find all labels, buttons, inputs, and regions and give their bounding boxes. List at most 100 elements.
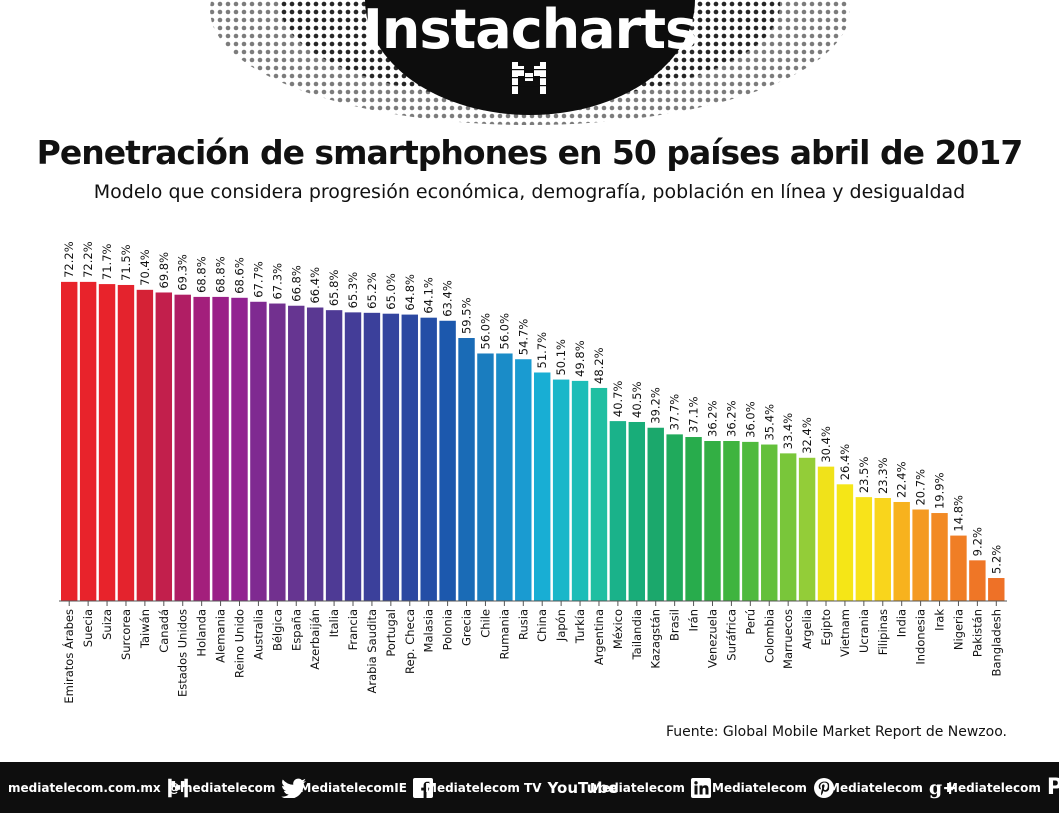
category-label: España [289,609,303,651]
category-label: Estados Unidos [176,609,190,697]
data-label: 71.7% [100,243,114,280]
bar [98,284,116,601]
category-label: Argentina [592,609,606,665]
footer-linkedin-label: Mediatelecom [590,780,685,795]
category-label: Turkía [573,609,587,644]
category-label: Holanda [195,609,209,657]
bar [931,513,948,601]
data-label: 68.8% [195,256,209,293]
data-label: 65.8% [327,270,341,307]
bar [325,310,343,601]
bar [174,294,191,601]
periscope-icon: P [1046,775,1059,800]
category-label: Suiza [100,609,114,640]
bar [269,303,286,601]
data-label: 66.4% [308,267,322,304]
data-label: 69.3% [176,254,190,291]
bar [344,312,362,601]
bar [912,509,929,601]
facebook-icon [412,777,433,798]
category-label: Taiwán [138,609,152,649]
footer-twitter-label: @mediatelecom [168,780,276,795]
bar [988,578,1005,601]
source-note: Fuente: Global Mobile Market Report de N… [665,724,1007,740]
footer-periscope-label: Mediatelecom [946,780,1041,795]
category-label: Nigeria [951,609,965,650]
footer-bar: mediatelecom.com.mx @mediatelecom /Media… [0,762,1059,813]
m-logo-icon [510,62,548,94]
bar [893,501,910,601]
footer-periscope[interactable]: Mediatelecom P [946,762,1059,813]
data-label: 65.2% [365,272,379,309]
category-label: Arabia Saudita [365,609,379,694]
bar [363,312,381,601]
bar [590,387,608,601]
pinterest-icon [813,777,835,799]
data-label: 69.8% [157,252,171,289]
data-label: 49.8% [573,340,587,377]
bar [288,305,305,601]
data-label: 40.5% [630,381,644,418]
category-label: Indonesia [914,609,928,665]
data-label: 30.4% [819,426,833,463]
twitter-icon [281,778,307,798]
footer-pinterest[interactable]: Mediatelecom [712,762,835,813]
category-label: Egipto [819,609,833,646]
bar [798,457,816,601]
footer-website[interactable]: mediatelecom.com.mx [8,762,189,813]
m-logo-icon [167,777,189,799]
data-label: 22.4% [895,461,909,498]
category-label: Emiratos Árabes [61,609,76,704]
footer-youtube[interactable]: Mediatelecom TV YouTube [425,762,619,813]
category-label: Rumania [497,609,511,660]
bar [609,421,627,601]
bar [212,296,229,601]
data-label: 23.5% [857,457,871,494]
category-label: Colombia [762,609,776,663]
category-label: India [895,609,909,637]
category-label: Tailandia [630,609,644,660]
header-halftone-background [210,0,850,125]
linkedin-icon [690,777,711,798]
bar [496,353,513,601]
bar [458,338,475,601]
category-label: Reino Unido [232,609,246,678]
footer-facebook[interactable]: /MediatelecomIE [295,762,433,813]
bar [136,289,154,601]
category-label: Filipinas [876,609,890,655]
bar [155,292,173,601]
data-label: 40.7% [611,381,625,418]
bar [117,284,135,601]
footer-youtube-label: Mediatelecom TV [425,780,542,795]
data-label: 72.2% [62,241,76,278]
data-label: 19.9% [933,472,947,509]
data-label: 50.1% [554,339,568,376]
category-label: Argelia [800,609,814,649]
category-label: Canadá [157,609,171,653]
footer-pinterest-label: Mediatelecom [712,780,807,795]
category-label: Australia [251,609,265,660]
category-label: Suecia [81,609,95,647]
footer-twitter[interactable]: @mediatelecom [168,762,307,813]
category-label: Alemania [214,609,228,663]
footer-googleplus[interactable]: Mediatelecom g+ [828,762,958,813]
bar [742,441,759,601]
data-label: 66.8% [289,265,303,302]
bar [534,372,551,601]
data-label: 63.4% [441,280,455,317]
category-label: Irán [687,609,701,631]
category-label: Venezuela [705,609,719,668]
category-label: Bangladesh [989,609,1003,676]
data-label: 72.2% [81,241,95,278]
data-label: 65.3% [346,272,360,309]
bar [231,297,248,601]
bar [855,497,873,601]
category-label: Portugal [384,609,398,657]
data-label: 68.6% [232,257,246,294]
data-label: 37.1% [687,396,701,433]
footer-googleplus-label: Mediatelecom [828,780,923,795]
footer-linkedin[interactable]: Mediatelecom [590,762,711,813]
category-label: Italia [327,609,341,637]
bar [79,281,97,601]
category-label: Surcorea [119,609,133,660]
